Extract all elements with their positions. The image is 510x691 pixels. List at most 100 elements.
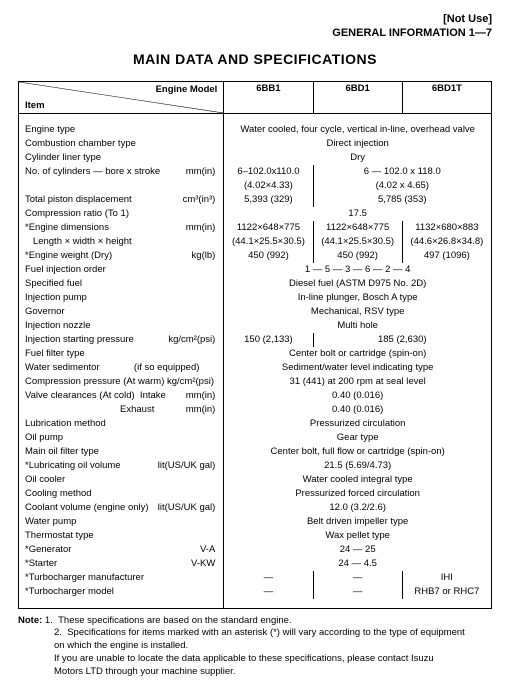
value-cell: 0.40 (0.016) [224,389,492,403]
item-label: Cylinder liner type [25,152,101,163]
table-row: Injection nozzleMulti hole [19,319,492,333]
value-cell: Water cooled integral type [224,473,492,487]
table-row: Water pumpBelt driven impeller type [19,515,492,529]
item-label: *Turbocharger manufacturer [25,572,144,583]
value-cell: 185 (2,630) [313,333,491,347]
item-label: *Engine dimensions [25,222,109,233]
value-cell: Pressurized circulation [224,417,492,431]
table-row: Cylinder liner type Dry [19,151,492,165]
item-unit: mm(in) [186,404,220,415]
table-row: Injection starting pressurekg/cm²(psi)15… [19,333,492,347]
value-cell: Diesel fuel (ASTM D975 No. 2D) [224,277,492,291]
notes-block: Note: 1. These specifications are based … [18,615,492,679]
section-label: GENERAL INFORMATION 1—7 [18,26,492,40]
table-row: Engine typeWater cooled, four cycle, ver… [19,123,492,137]
table-row: Thermostat typeWax pellet type [19,529,492,543]
value-cell: 6 — 102.0 x 118.0 [313,165,491,179]
value-cell: 6–102.0x110.0 [224,165,313,179]
item-cell: No. of cylinders — bore x strokemm(in) [19,165,224,179]
page-title: MAIN DATA AND SPECIFICATIONS [18,51,492,67]
value-cell: Wax pellet type [224,529,492,543]
item-unit: lit(US/UK gal) [158,502,220,513]
item-label: Oil pump [25,432,63,443]
value-cell: (44.1×25.5×30.5) [313,235,402,249]
item-unit: V-A [200,544,219,555]
value-cell: Dry [224,151,492,165]
value-cell: 1132×680×883 [402,221,491,235]
table-row: Water sedimentor (if so equipped)Sedimen… [19,361,492,375]
item-label: Cooling method [25,488,92,499]
item-cell: Coolant volume (engine only) lit(US/UK ga… [19,501,224,515]
item-unit: cm³(in³) [183,194,220,205]
value-cell: Sediment/water level indicating type [224,361,492,375]
item-label: Lubrication method [25,418,106,429]
item-label: *Engine weight (Dry) [25,250,112,261]
item-unit: mm(in) [186,166,220,177]
table-row: Fuel injection order1 — 5 — 3 — 6 — 2 — … [19,263,492,277]
item-label: Specified fuel [25,278,82,289]
item-label: Compression pressure (At warm) kg/cm²(ps… [25,376,214,387]
table-row: Coolant volume (engine only) lit(US/UK ga… [19,501,492,515]
note-2c: If you are unable to locate the data app… [18,653,492,666]
item-cell: *Engine dimensionsmm(in) [19,221,224,235]
item-cell [19,179,224,193]
notes-label: Note: [18,615,42,626]
table-row: Lubrication method Pressurized circulatio… [19,417,492,431]
table-row: Compression pressure (At warm) kg/cm²(ps… [19,375,492,389]
value-cell: 450 (992) [224,249,313,263]
table-row: Specified fuel Diesel fuel (ASTM D975 No.… [19,277,492,291]
note-2a: 2. Specifications for items marked with … [18,627,492,640]
table-row: Oil coolerWater cooled integral type [19,473,492,487]
item-cell: Injection nozzle [19,319,224,333]
header-engine-model: Engine Model [156,84,218,95]
value-cell: 150 (2,133) [224,333,313,347]
item-cell: Oil pump [19,431,224,445]
item-cell: Injection starting pressurekg/cm²(psi) [19,333,224,347]
item-label: Coolant volume (engine only) [25,502,149,513]
value-cell: Gear type [224,431,492,445]
value-cell: (4.02 x 4.65) [313,179,491,193]
item-cell: *Lubricating oil volumelit(US/UK gal) [19,459,224,473]
value-cell: Water cooled, four cycle, vertical in-li… [224,123,492,137]
item-label: Combustion chamber type [25,138,136,149]
table-row: *StarterV-KW24 — 4.5 [19,557,492,571]
value-cell: Center bolt or cartridge (spin-on) [224,347,492,361]
item-cell: Length × width × height [19,235,224,249]
value-cell: Pressurized forced circulation [224,487,492,501]
item-cell: Main oil filter type [19,445,224,459]
value-cell: 1122×648×775 [224,221,313,235]
value-cell: 1 — 5 — 3 — 6 — 2 — 4 [224,263,492,277]
item-cell: *Turbocharger model [19,585,224,599]
value-cell: 12.0 (3.2/2.6) [224,501,492,515]
not-use-label: [Not Use] [18,12,492,26]
item-label: Injection pump [25,292,87,303]
value-cell: 31 (441) at 200 rpm at seal level [224,375,492,389]
item-cell: Fuel filter type [19,347,224,361]
value-cell: 24 — 25 [224,543,492,557]
item-cell: *Engine weight (Dry)kg(lb) [19,249,224,263]
item-label: Length × width × height [25,236,132,247]
table-header-row: Engine Model Item 6BB1 6BD1 6BD1T [19,81,492,113]
header-corner-cell: Engine Model Item [19,81,224,113]
value-cell: (44.6×26.8×34.8) [402,235,491,249]
item-label: Compression ratio (To 1) [25,208,129,219]
table-row: GovernorMechanical, RSV type [19,305,492,319]
item-label: *Starter [25,558,57,569]
item-cell: Exhaust mm(in) [19,403,224,417]
table-row: *Engine weight (Dry)kg(lb)450 (992)450 (… [19,249,492,263]
item-cell: Cylinder liner type [19,151,224,165]
table-row: *Turbocharger manufacturer——IHI [19,571,492,585]
item-label: *Generator [25,544,71,555]
item-label: Exhaust [25,404,154,415]
table-row: Exhaustmm(in)0.40 (0.016) [19,403,492,417]
item-label: Governor [25,306,65,317]
table-row: Compression ratio (To 1)17.5 [19,207,492,221]
value-cell: IHI [402,571,491,585]
item-cell: Total piston displacementcm³(in³) [19,193,224,207]
item-cell: Cooling method [19,487,224,501]
value-cell: — [224,585,313,599]
item-label: Fuel filter type [25,348,85,359]
table-row: Fuel filter type Center bolt or cartridge… [19,347,492,361]
item-unit: V-KW [191,558,219,569]
item-cell: Valve clearances (At cold) Intakemm(in) [19,389,224,403]
